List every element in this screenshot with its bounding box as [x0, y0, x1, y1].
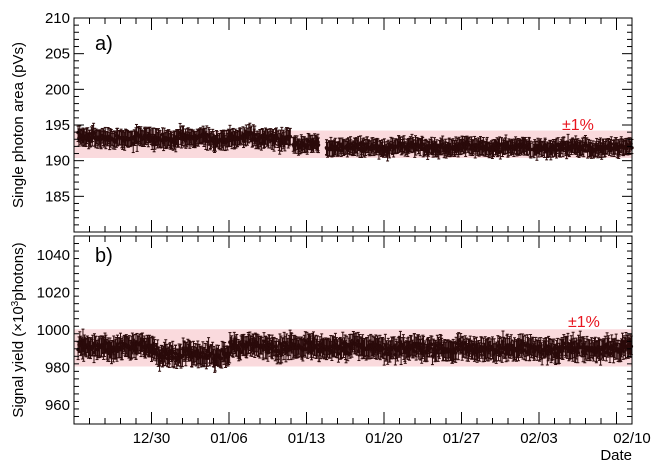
data-point: [316, 143, 321, 147]
data-point: [152, 347, 157, 352]
data-point: [321, 344, 326, 348]
panel-a: 185 190 195 200 205 210 a) ±1% Single photon …: [10, 10, 634, 233]
y-tick-label: 190: [45, 153, 70, 170]
data-point: [275, 353, 279, 358]
panel-label-a: a): [95, 33, 113, 55]
data-point: [81, 338, 85, 342]
y-tick-label: 185: [45, 188, 70, 205]
data-point: [315, 343, 320, 347]
ylabel-a: Single photon area (pVs): [10, 42, 27, 208]
data-point: [288, 134, 293, 139]
data-point: [160, 132, 165, 137]
data-point: [152, 343, 156, 348]
data-b: [76, 328, 634, 373]
y-tick-label: 200: [45, 81, 70, 98]
data-point: [430, 342, 434, 347]
data-point: [562, 141, 566, 146]
ticks-a: 185 190 195 200 205 210: [45, 10, 632, 233]
y-tick-label: 210: [45, 10, 70, 27]
y-tick-label: 205: [45, 46, 70, 63]
y-tick-label: 195: [45, 117, 70, 134]
frame-a: [73, 17, 633, 233]
band-label-a: ±1%: [562, 117, 594, 134]
